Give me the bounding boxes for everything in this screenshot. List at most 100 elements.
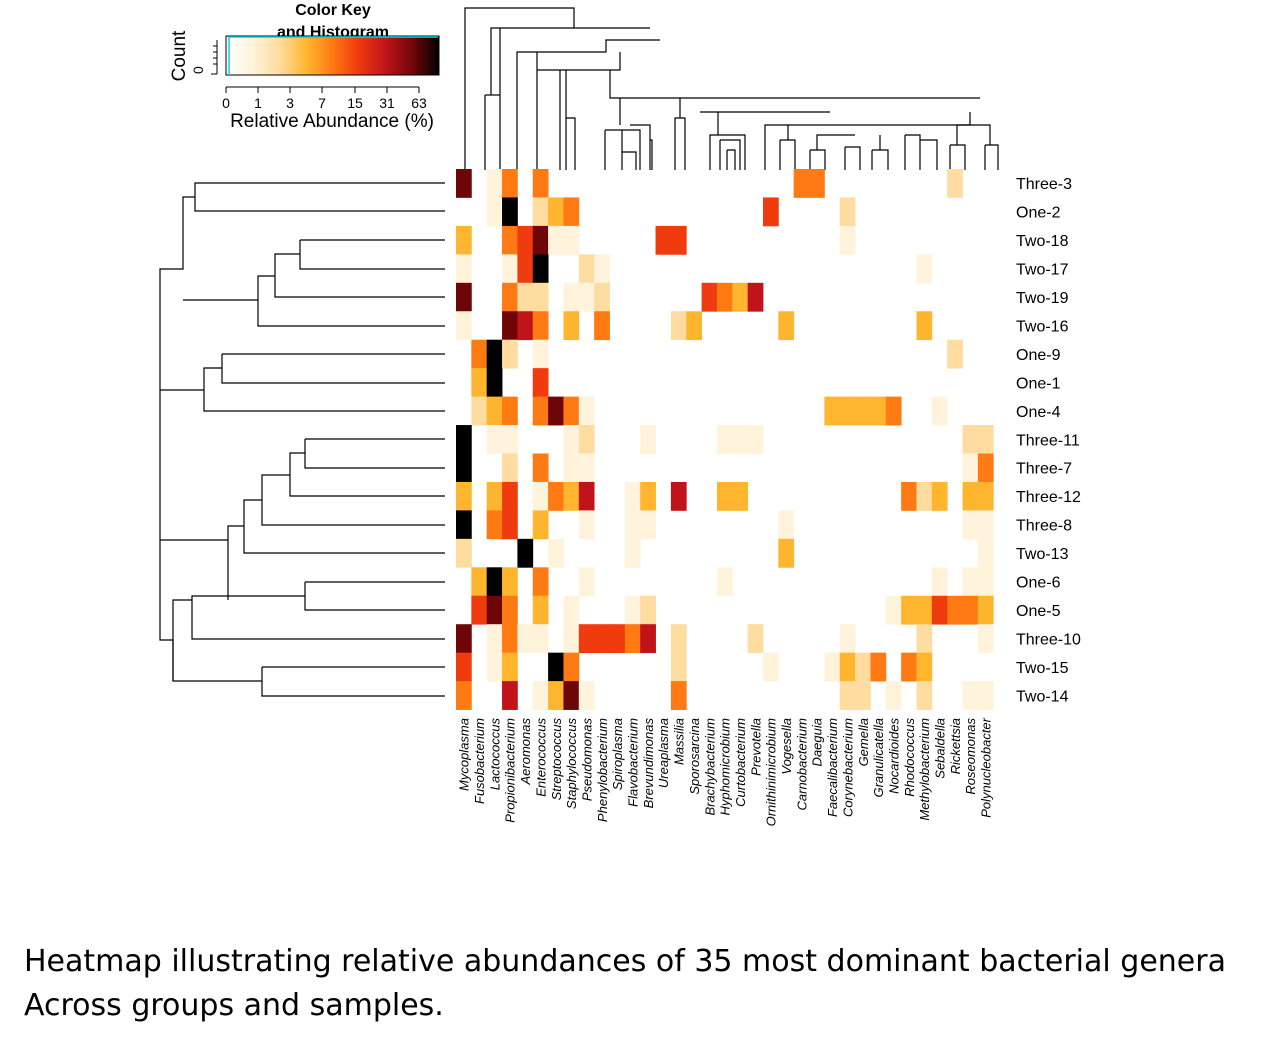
row-label: Two-16	[1016, 319, 1069, 336]
heatmap-cell	[640, 595, 656, 625]
heatmap-cell	[502, 254, 518, 284]
heatmap-cell	[763, 197, 779, 227]
column-label: Polynucleobacter	[979, 717, 994, 817]
heatmap-cell	[548, 652, 564, 682]
row-label: One-4	[1016, 404, 1061, 421]
heatmap-cell	[624, 510, 641, 540]
heatmap-cell	[716, 567, 733, 597]
heatmap-cell	[624, 624, 641, 654]
row-label: Three-11	[1016, 432, 1080, 449]
column-label: Mycoplasma	[457, 718, 472, 791]
heatmap-cell	[778, 311, 795, 341]
heatmap-cell	[977, 510, 994, 540]
column-label: Corynebacterium	[840, 718, 855, 817]
heatmap-cell	[578, 282, 595, 312]
heatmap-cell	[670, 311, 687, 341]
column-label: Lactococcus	[487, 718, 502, 791]
heatmap-cell	[670, 652, 687, 682]
heatmap-cell	[609, 624, 626, 654]
heatmap-cell	[517, 538, 534, 568]
column-label: Sebaldella	[933, 718, 948, 779]
heatmap-cell	[517, 311, 534, 341]
heatmap-cell	[578, 396, 595, 426]
heatmap-cell	[578, 453, 595, 483]
heatmap-cell	[716, 481, 733, 511]
heatmap-cell	[563, 652, 580, 682]
row-label: Two-17	[1016, 262, 1069, 279]
heatmap-cell	[471, 396, 488, 426]
heatmap-cell	[532, 567, 549, 597]
heatmap-cell	[502, 453, 518, 483]
column-label: Brevundimonas	[641, 718, 656, 809]
caption-line-2: Across groups and samples.	[24, 988, 444, 1023]
color-key-x-label: Relative Abundance (%)	[230, 111, 434, 132]
heatmap-cell	[563, 681, 580, 710]
heatmap-cell	[502, 425, 518, 454]
heatmap-cell	[670, 624, 687, 654]
heatmap-cell	[502, 652, 518, 682]
color-key-y-tick-0: 0	[190, 66, 206, 74]
heatmap-cell	[824, 396, 841, 426]
heatmap-cell	[977, 481, 994, 511]
heatmap-cell	[486, 396, 503, 426]
heatmap-cell	[532, 481, 549, 511]
row-label: One-9	[1016, 347, 1061, 364]
heatmap-cell	[502, 169, 518, 198]
heatmap-cell	[716, 282, 733, 312]
heatmap-cell	[563, 282, 580, 312]
heatmap-cell	[456, 481, 472, 511]
column-label: Enterococcus	[533, 718, 548, 797]
heatmap-cell	[456, 425, 472, 454]
caption-line-1: Heatmap illustrating relative abundances…	[24, 944, 1226, 979]
column-label: Fusobacterium	[472, 718, 487, 804]
heatmap-cell	[916, 481, 933, 511]
heatmap-cell	[947, 595, 963, 625]
heatmap-cell	[977, 538, 994, 568]
row-label: Two-14	[1016, 688, 1069, 705]
heatmap-cell	[471, 368, 488, 397]
heatmap-cell	[855, 396, 871, 426]
heatmap-cell	[486, 652, 503, 682]
heatmap-cell	[486, 197, 503, 227]
heatmap-cell	[563, 197, 580, 227]
heatmap-cell	[962, 681, 979, 710]
column-label: Methylobacterium	[917, 718, 932, 821]
heatmap-cell	[456, 652, 472, 682]
heatmap-cell	[563, 225, 580, 255]
heatmap-cell	[578, 567, 595, 597]
heatmap-cell	[594, 624, 610, 654]
heatmap-cell	[901, 652, 917, 682]
heatmap-cell	[532, 225, 549, 255]
heatmap-cell	[962, 567, 979, 597]
heatmap-cell	[517, 282, 534, 312]
heatmap-cell	[855, 652, 871, 682]
heatmap-cell	[670, 225, 687, 255]
color-key-x-tick: 15	[347, 95, 363, 111]
heatmap-cell	[901, 595, 917, 625]
color-key-x-tick: 0	[222, 95, 230, 111]
heatmap-cell	[962, 425, 979, 454]
column-label: Faecalibacterium	[825, 718, 840, 817]
heatmap-cell	[517, 624, 534, 654]
column-label: Daeguia	[810, 718, 825, 766]
heatmap-cell	[716, 425, 733, 454]
heatmap-cell	[563, 481, 580, 511]
heatmap-cell	[839, 652, 856, 682]
heatmap-cell	[563, 453, 580, 483]
heatmap-cell	[747, 624, 764, 654]
heatmap-cell	[548, 538, 564, 568]
row-label: Two-13	[1016, 546, 1069, 563]
heatmap-cell	[594, 254, 610, 284]
color-key-gradient	[225, 35, 440, 76]
heatmap-figure: Color Key and Histogram 0 Count	[159, 2, 1081, 826]
heatmap-cell	[778, 510, 795, 540]
heatmap-cell	[548, 225, 564, 255]
heatmap-cell	[962, 481, 979, 511]
heatmap-cell	[686, 311, 702, 341]
heatmap-cell	[578, 254, 595, 284]
heatmap-cell	[486, 368, 503, 397]
heatmap-cell	[502, 197, 518, 227]
heatmap-cell	[870, 396, 887, 426]
heatmap-cell	[532, 311, 549, 341]
